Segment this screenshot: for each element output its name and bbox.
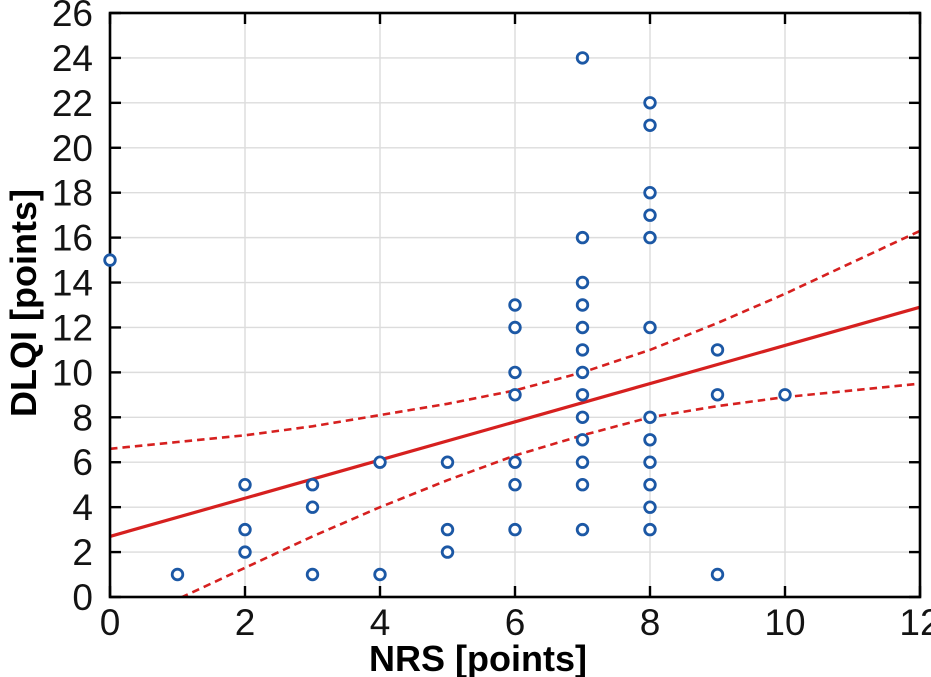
x-tick-label: 4 <box>370 602 391 643</box>
y-tick-label: 26 <box>52 0 93 34</box>
data-point <box>710 343 725 357</box>
data-point <box>305 478 320 492</box>
data-point <box>575 275 590 290</box>
x-tick-label: 6 <box>505 602 526 643</box>
data-point <box>575 410 590 425</box>
data-point <box>305 500 320 514</box>
data-point <box>778 388 792 402</box>
regression-line <box>110 305 920 538</box>
x-tick-label: 12 <box>899 602 931 643</box>
data-point <box>575 343 590 357</box>
data-point <box>238 545 252 559</box>
data-point <box>508 365 522 380</box>
y-tick-label: 18 <box>52 173 93 214</box>
data-point <box>575 478 590 492</box>
data-point <box>440 522 455 537</box>
data-point <box>643 185 657 200</box>
data-point <box>508 298 522 312</box>
y-tick-label: 0 <box>72 577 93 618</box>
data-point <box>575 365 590 380</box>
data-point <box>440 545 455 559</box>
data-point <box>508 320 522 335</box>
y-tick-label: 10 <box>52 352 93 393</box>
y-tick-label: 20 <box>52 128 93 169</box>
data-point <box>373 567 387 582</box>
data-point <box>305 567 320 582</box>
y-tick-label: 6 <box>72 442 93 483</box>
x-tick-label: 8 <box>640 602 661 643</box>
x-tick-label: 2 <box>235 602 256 643</box>
y-tick-label: 14 <box>52 263 93 304</box>
data-point <box>508 455 522 469</box>
data-point <box>643 455 657 469</box>
data-point <box>575 388 590 402</box>
data-point <box>643 230 657 245</box>
data-point <box>373 455 387 469</box>
y-tick-label: 24 <box>52 38 93 79</box>
data-point <box>575 320 590 335</box>
x-axis-title: NRS [points] <box>369 638 587 677</box>
data-point <box>440 455 455 469</box>
data-point <box>575 51 590 65</box>
data-point <box>575 455 590 469</box>
data-point <box>508 388 522 402</box>
data-point <box>575 298 590 312</box>
data-point <box>643 522 657 537</box>
data-point <box>508 478 522 492</box>
data-point <box>238 522 252 537</box>
y-tick-label: 22 <box>52 83 93 124</box>
data-point <box>643 478 657 492</box>
data-point <box>643 118 657 133</box>
data-point <box>575 522 590 537</box>
data-point <box>575 230 590 245</box>
data-point <box>710 567 725 582</box>
y-tick-label: 8 <box>72 397 93 438</box>
data-point <box>643 500 657 514</box>
data-point <box>643 320 657 335</box>
y-tick-label: 2 <box>72 532 93 573</box>
data-point <box>643 208 657 222</box>
y-tick-label: 12 <box>52 307 93 348</box>
x-tick-label: 0 <box>100 602 121 643</box>
y-tick-label: 16 <box>52 218 93 259</box>
data-point <box>103 253 117 267</box>
data-point <box>643 433 657 447</box>
data-point <box>575 433 590 447</box>
y-tick-label: 4 <box>72 487 93 528</box>
data-point <box>238 478 252 492</box>
data-point <box>643 96 657 110</box>
data-point <box>710 388 725 402</box>
data-point <box>170 567 185 582</box>
data-point <box>643 410 657 425</box>
x-tick-label: 10 <box>764 602 805 643</box>
data-point <box>508 522 522 537</box>
y-axis-title: DLQI [points] <box>3 189 44 417</box>
